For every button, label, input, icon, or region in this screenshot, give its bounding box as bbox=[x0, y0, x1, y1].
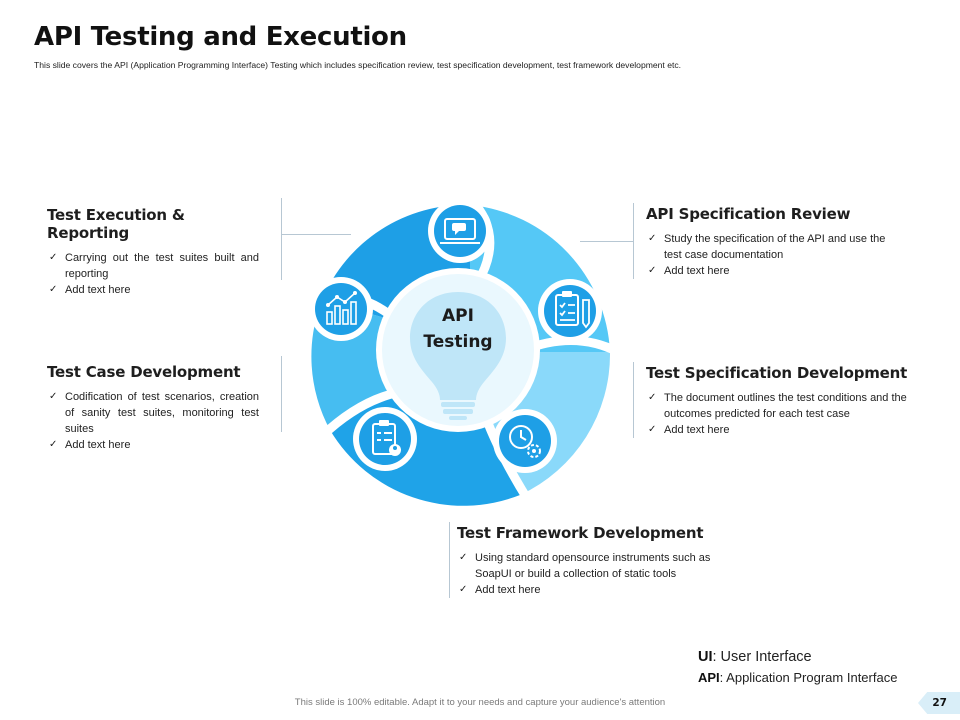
block-heading: Test Framework Development bbox=[457, 524, 704, 542]
connector-line bbox=[281, 234, 351, 235]
block-heading: Test Case Development bbox=[47, 363, 241, 381]
connector-line bbox=[633, 362, 634, 438]
monitor-chat-icon bbox=[428, 199, 492, 263]
footer-note: This slide is 100% editable. Adapt it to… bbox=[294, 697, 666, 708]
connector-line bbox=[449, 522, 450, 598]
list-item: ✓ Codification of test scenarios, creatio… bbox=[49, 391, 259, 435]
block-test-specification-development: Test Specification Development ✓ The docu… bbox=[646, 364, 931, 438]
list-item: ✓ Add text here bbox=[648, 424, 730, 436]
check-icon: ✓ bbox=[648, 233, 657, 244]
block-api-specification-review: API Specification Review ✓ Study the spec… bbox=[646, 205, 886, 279]
check-icon: ✓ bbox=[648, 265, 657, 276]
api-testing-cycle-diagram bbox=[309, 194, 621, 506]
page-number: 27 bbox=[918, 692, 960, 714]
block-test-framework-development: Test Framework Development ✓ Using standa… bbox=[457, 524, 742, 598]
check-icon: ✓ bbox=[459, 584, 468, 595]
list-item: ✓ Add text here bbox=[49, 439, 131, 451]
abbreviation-api: API: Application Program Interface bbox=[698, 670, 898, 685]
list-item: ✓ Add text here bbox=[49, 284, 131, 296]
block-test-case-development: Test Case Development ✓ Codification of t… bbox=[47, 363, 259, 453]
center-label: API Testing bbox=[423, 306, 493, 352]
bar-chart-icon bbox=[309, 277, 373, 341]
list-item: ✓ Add text here bbox=[648, 265, 730, 277]
slide-title: API Testing and Execution bbox=[34, 22, 407, 52]
list-item: ✓ The document outlines the test conditio… bbox=[648, 392, 907, 420]
check-icon: ✓ bbox=[49, 439, 58, 450]
abbreviation-ui: UI: User Interface bbox=[698, 649, 812, 665]
connector-line bbox=[281, 198, 282, 280]
block-heading: API Specification Review bbox=[646, 205, 851, 223]
block-heading: Test Specification Development bbox=[646, 364, 908, 382]
lightbulb-icon bbox=[410, 292, 506, 420]
clock-gear-icon bbox=[493, 409, 557, 473]
check-icon: ✓ bbox=[49, 391, 58, 402]
list-item: ✓ Study the specification of the API and … bbox=[648, 233, 886, 261]
check-icon: ✓ bbox=[648, 392, 657, 403]
slide-subtitle: This slide covers the API (Application P… bbox=[34, 60, 682, 70]
list-item: ✓ Carrying out the test suites built and … bbox=[49, 252, 259, 280]
list-item: ✓ Add text here bbox=[459, 584, 541, 596]
connector-line bbox=[580, 241, 634, 242]
checklist-clipboard-icon bbox=[538, 279, 602, 343]
check-icon: ✓ bbox=[648, 424, 657, 435]
connector-line bbox=[281, 356, 282, 432]
block-heading: Test Execution & Reporting bbox=[47, 206, 185, 242]
block-test-execution: Test Execution & Reporting ✓ Carrying out… bbox=[47, 206, 259, 298]
clipboard-user-icon bbox=[353, 407, 417, 471]
check-icon: ✓ bbox=[49, 284, 58, 295]
list-item: ✓ Using standard opensource instruments s… bbox=[459, 552, 711, 580]
check-icon: ✓ bbox=[49, 252, 58, 263]
check-icon: ✓ bbox=[459, 552, 468, 563]
